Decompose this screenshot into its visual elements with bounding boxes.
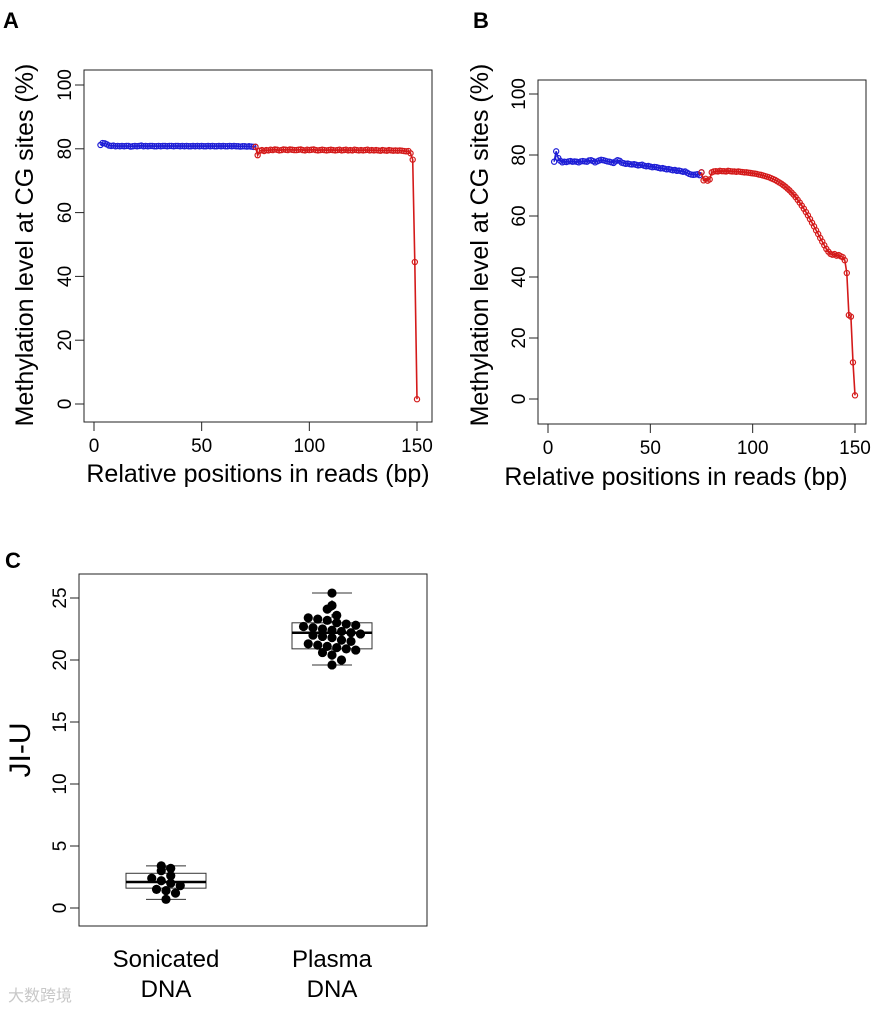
y-tick-label: 40 [509, 266, 530, 287]
y-tick-label: 15 [50, 711, 71, 732]
x-axis-b: 0 50 100 150 [543, 424, 871, 459]
x-tick-label: 0 [89, 436, 100, 457]
y-tick-label: 60 [509, 205, 530, 226]
y-tick-label: 10 [50, 773, 71, 794]
series-line-1 [702, 171, 856, 395]
data-point [304, 639, 313, 648]
x-tick-label: 50 [191, 436, 212, 457]
panel-letter-b: B [473, 8, 489, 33]
plot-frame-b [538, 80, 866, 424]
data-point [313, 614, 322, 623]
category-label: Plasma [292, 946, 373, 973]
data-point [323, 616, 332, 625]
category-label: DNA [307, 976, 358, 1003]
category-label: DNA [141, 976, 192, 1003]
data-point [356, 629, 365, 638]
panel-b: B 0 20 40 60 80 100 0 50 100 150 Relative positi… [466, 8, 871, 491]
data-point [157, 876, 166, 885]
y-tick-label: 60 [55, 202, 76, 223]
data-point [337, 627, 346, 636]
series-line-1 [256, 147, 418, 399]
data-point [157, 866, 166, 875]
data-point [327, 588, 336, 597]
y-tick-label: 80 [55, 138, 76, 159]
panel-a: A 0 20 40 60 80 100 0 50 100 150 Relative positi… [3, 8, 433, 488]
data-point [147, 874, 156, 883]
data-point [346, 628, 355, 637]
y-axis-title-b: Methylation level at CG sites (%) [466, 64, 494, 427]
x-tick-label: 0 [543, 438, 554, 459]
y-axis-b: 0 20 40 60 80 100 [509, 78, 538, 404]
panel-c: C 0 5 10 15 20 25 Sonicated DNA Plasma DNA JI-U [4, 548, 427, 1003]
y-tick-label: 0 [509, 394, 530, 405]
data-point [327, 660, 336, 669]
y-tick-label: 20 [50, 649, 71, 670]
panel-letter-a: A [3, 8, 19, 33]
y-tick-label: 20 [55, 330, 76, 351]
x-axis-title-a: Relative positions in reads (bp) [86, 460, 429, 488]
data-point [323, 605, 332, 614]
y-tick-label: 25 [50, 587, 71, 608]
y-axis-a: 0 20 40 60 80 100 [55, 69, 84, 409]
series-group-a [98, 140, 420, 401]
y-axis-c: 0 5 10 15 20 25 [50, 587, 79, 913]
y-tick-label: 80 [509, 144, 530, 165]
data-point [342, 644, 351, 653]
data-point [304, 613, 313, 622]
data-point [308, 631, 317, 640]
x-axis-a: 0 50 100 150 [89, 422, 433, 457]
data-point [161, 886, 170, 895]
box-group-c [126, 588, 372, 903]
data-point [318, 632, 327, 641]
x-tick-label: 100 [293, 436, 325, 457]
series-group-b [552, 149, 858, 398]
watermark: 大数跨境 [8, 982, 72, 1006]
data-point [327, 633, 336, 642]
x-tick-label: 150 [839, 438, 871, 459]
panel-letter-c: C [5, 548, 21, 573]
category-label: Sonicated [113, 946, 220, 973]
data-point [161, 895, 170, 904]
x-axis-title-b: Relative positions in reads (bp) [504, 463, 847, 491]
x-tick-label: 100 [737, 438, 769, 459]
y-tick-label: 20 [509, 327, 530, 348]
data-point [337, 655, 346, 664]
data-point [152, 885, 161, 894]
data-point [171, 889, 180, 898]
y-tick-label: 100 [509, 78, 530, 110]
y-tick-label: 100 [55, 69, 76, 101]
y-tick-label: 0 [55, 399, 76, 410]
y-axis-title-c: JI-U [4, 723, 37, 778]
data-point [299, 622, 308, 631]
y-tick-label: 0 [50, 903, 71, 914]
data-point [327, 650, 336, 659]
category-labels-c: Sonicated DNA Plasma DNA [113, 946, 373, 1003]
data-point [318, 648, 327, 657]
y-axis-title-a: Methylation level at CG sites (%) [11, 64, 39, 427]
x-tick-label: 150 [401, 436, 433, 457]
plot-frame-a [84, 70, 432, 422]
y-tick-label: 5 [50, 841, 71, 852]
x-tick-label: 50 [640, 438, 661, 459]
y-tick-label: 40 [55, 266, 76, 287]
data-point [351, 645, 360, 654]
